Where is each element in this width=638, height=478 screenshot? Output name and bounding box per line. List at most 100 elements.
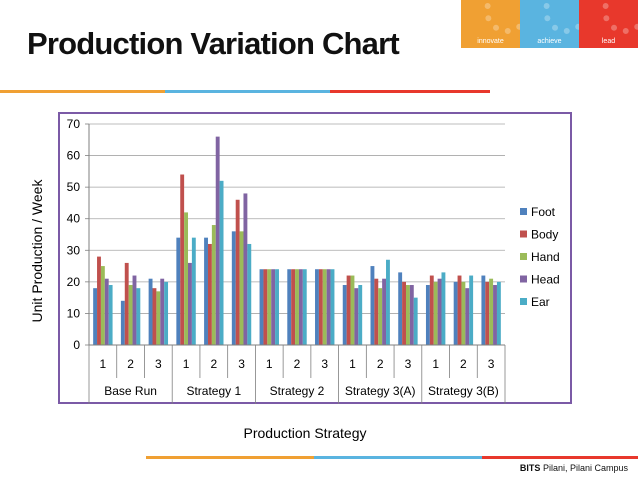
header-rule-orange (0, 90, 165, 93)
bar-ear (219, 180, 224, 345)
bar-ear (358, 285, 363, 345)
footer-rule-red (482, 456, 638, 459)
legend-swatch-head (520, 275, 527, 283)
y-tick-label: 50 (67, 180, 81, 194)
x-tick-label: 2 (210, 357, 217, 371)
group-label: Strategy 3(A) (345, 384, 416, 398)
brand-banner: innovate achieve lead (461, 0, 638, 48)
bar-foot (176, 237, 181, 345)
bar-hand (239, 231, 244, 345)
legend-label: Ear (531, 295, 550, 309)
bar-body (346, 275, 351, 345)
bar-head (104, 278, 109, 345)
bar-head (132, 275, 137, 345)
bar-ear (136, 288, 141, 345)
bar-foot (481, 275, 486, 345)
brand-segment-achieve: achieve (520, 0, 579, 48)
gear-icon (543, 0, 579, 34)
footer-org: BITS (519, 463, 541, 473)
footer-rule-orange (146, 456, 314, 459)
gear-icon (484, 0, 520, 34)
bar-hand (322, 269, 327, 345)
bar-body (263, 269, 268, 345)
bar-body (180, 174, 185, 345)
bar-head (409, 285, 414, 345)
bar-body (152, 288, 157, 345)
gear-icon (602, 0, 638, 34)
bar-ear (191, 237, 196, 345)
legend-label: Body (531, 228, 558, 242)
bar-body (207, 243, 212, 345)
bar-foot (259, 269, 264, 345)
bar-head (160, 278, 165, 345)
y-axis-title-text: Unit Production / Week (29, 179, 45, 323)
bar-ear (247, 243, 252, 345)
bar-body (318, 269, 323, 345)
bar-foot (120, 300, 125, 345)
bar-hand (489, 278, 494, 345)
header-rule-blue (165, 90, 330, 93)
bar-body (97, 256, 101, 345)
bar-head (271, 269, 276, 345)
legend-swatch-hand (520, 253, 527, 260)
bar-head (243, 193, 248, 345)
bar-head (465, 288, 470, 345)
bar-ear (469, 275, 474, 345)
bar-head (188, 262, 192, 345)
bar-foot (370, 266, 375, 345)
bar-body (485, 281, 490, 345)
bar-head (298, 269, 303, 345)
brand-segment-lead: lead (579, 0, 638, 48)
legend-swatch-body (520, 230, 527, 238)
bar-foot (93, 288, 98, 345)
bar-ear (330, 269, 335, 345)
bar-foot (425, 285, 430, 345)
legend-swatch-ear (520, 298, 527, 305)
bar-body (124, 262, 129, 345)
brand-label: innovate (477, 38, 504, 45)
x-tick-label: 2 (460, 357, 467, 371)
y-tick-label: 70 (67, 117, 81, 131)
chart-frame (58, 112, 572, 404)
footer-rule-blue (314, 456, 482, 459)
bar-foot (287, 269, 292, 345)
bar-foot (204, 237, 208, 345)
x-tick-label: 2 (377, 357, 384, 371)
y-tick-label: 40 (67, 212, 81, 226)
bar-hand (461, 281, 466, 345)
bar-ear (275, 269, 279, 345)
bar-hand (128, 285, 133, 345)
bar-body (402, 281, 406, 345)
bar-ear (164, 281, 169, 345)
bar-body (429, 275, 434, 345)
bar-hand (184, 212, 189, 345)
brand-segment-innovate: innovate (461, 0, 520, 48)
y-tick-label: 10 (67, 306, 81, 320)
x-tick-label: 3 (238, 357, 245, 371)
bar-hand (211, 225, 216, 345)
bar-hand (267, 269, 272, 345)
bar-head (354, 288, 359, 345)
group-label: Strategy 1 (186, 384, 241, 398)
bar-hand (100, 266, 105, 345)
bar-foot (231, 231, 236, 345)
bar-hand (433, 281, 438, 345)
bar-head (215, 136, 220, 345)
bar-ear (386, 259, 390, 345)
x-tick-label: 1 (183, 357, 190, 371)
bar-hand (405, 285, 410, 345)
x-tick-label: 1 (349, 357, 356, 371)
y-tick-label: 60 (67, 149, 81, 163)
bar-foot (315, 269, 319, 345)
bar-foot (398, 272, 403, 345)
slide-title: Production Variation Chart (27, 26, 400, 61)
bar-ear (108, 285, 113, 345)
brand-label: lead (601, 38, 616, 45)
bar-body (235, 199, 240, 345)
x-tick-label: 1 (100, 357, 107, 371)
legend-label: Head (531, 273, 560, 287)
y-tick-label: 20 (67, 275, 81, 289)
group-label: Strategy 2 (270, 384, 325, 398)
x-tick-label: 3 (321, 357, 328, 371)
